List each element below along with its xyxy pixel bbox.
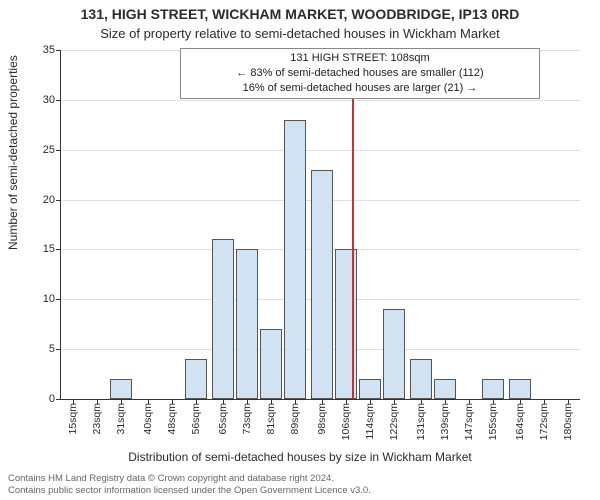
y-tick-label: 0 bbox=[49, 393, 55, 405]
legend-box: 131 HIGH STREET: 108sqm ← 83% of semi-de… bbox=[180, 48, 540, 99]
plot-area: 0510152025303515sqm23sqm31sqm40sqm48sqm5… bbox=[60, 50, 580, 400]
y-tick-label: 5 bbox=[49, 343, 55, 355]
histogram-bar bbox=[110, 379, 132, 399]
y-tick-label: 35 bbox=[43, 44, 55, 56]
histogram-bar bbox=[284, 120, 306, 399]
histogram-bar bbox=[410, 359, 432, 399]
histogram-bar bbox=[482, 379, 504, 399]
x-tick-label: 180sqm bbox=[562, 403, 574, 440]
x-tick-label: 15sqm bbox=[67, 403, 79, 435]
legend-line-3: 16% of semi-detached houses are larger (… bbox=[187, 81, 533, 96]
y-tick-mark bbox=[56, 50, 61, 51]
gridline bbox=[61, 100, 580, 101]
y-tick-label: 10 bbox=[43, 293, 55, 305]
footer: Contains HM Land Registry data © Crown c… bbox=[8, 473, 592, 496]
x-tick-label: 65sqm bbox=[217, 403, 229, 435]
legend-line-1: 131 HIGH STREET: 108sqm bbox=[187, 51, 533, 66]
y-tick-mark bbox=[56, 299, 61, 300]
x-tick-label: 147sqm bbox=[463, 403, 475, 440]
x-tick-label: 155sqm bbox=[487, 403, 499, 440]
x-tick-label: 31sqm bbox=[115, 403, 127, 435]
y-tick-label: 30 bbox=[43, 94, 55, 106]
y-tick-mark bbox=[56, 249, 61, 250]
y-tick-mark bbox=[56, 399, 61, 400]
x-tick-label: 81sqm bbox=[265, 403, 277, 435]
y-tick-label: 25 bbox=[43, 144, 55, 156]
title-main: 131, HIGH STREET, WICKHAM MARKET, WOODBR… bbox=[0, 6, 600, 22]
x-tick-label: 122sqm bbox=[388, 403, 400, 440]
x-tick-label: 172sqm bbox=[538, 403, 550, 440]
legend-line-2: ← 83% of semi-detached houses are smalle… bbox=[187, 66, 533, 81]
x-tick-label: 40sqm bbox=[142, 403, 154, 435]
x-tick-label: 139sqm bbox=[439, 403, 451, 440]
x-axis-label: Distribution of semi-detached houses by … bbox=[0, 450, 600, 464]
x-tick-label: 106sqm bbox=[340, 403, 352, 440]
histogram-bar bbox=[359, 379, 381, 399]
x-tick-label: 48sqm bbox=[166, 403, 178, 435]
x-tick-label: 164sqm bbox=[514, 403, 526, 440]
histogram-bar bbox=[509, 379, 531, 399]
y-tick-label: 20 bbox=[43, 194, 55, 206]
y-tick-mark bbox=[56, 100, 61, 101]
reference-line bbox=[352, 50, 354, 399]
gridline bbox=[61, 150, 580, 151]
y-tick-mark bbox=[56, 349, 61, 350]
x-tick-label: 114sqm bbox=[364, 403, 376, 440]
histogram-bar bbox=[236, 249, 258, 399]
x-tick-label: 56sqm bbox=[190, 403, 202, 435]
footer-line-2: Contains public sector information licen… bbox=[8, 485, 592, 496]
histogram-bar bbox=[260, 329, 282, 399]
y-axis-label: Number of semi-detached properties bbox=[6, 55, 20, 250]
title-sub: Size of property relative to semi-detach… bbox=[0, 26, 600, 41]
y-tick-mark bbox=[56, 150, 61, 151]
histogram-bar bbox=[311, 170, 333, 399]
x-tick-label: 131sqm bbox=[415, 403, 427, 440]
histogram-bar bbox=[434, 379, 456, 399]
chart-container: 131, HIGH STREET, WICKHAM MARKET, WOODBR… bbox=[0, 0, 600, 500]
histogram-bar bbox=[383, 309, 405, 399]
x-tick-label: 73sqm bbox=[241, 403, 253, 435]
y-tick-label: 15 bbox=[43, 243, 55, 255]
histogram-bar bbox=[212, 239, 234, 399]
histogram-bar bbox=[185, 359, 207, 399]
x-tick-label: 98sqm bbox=[316, 403, 328, 435]
x-tick-label: 89sqm bbox=[289, 403, 301, 435]
footer-line-1: Contains HM Land Registry data © Crown c… bbox=[8, 473, 592, 484]
x-tick-label: 23sqm bbox=[91, 403, 103, 435]
y-tick-mark bbox=[56, 200, 61, 201]
